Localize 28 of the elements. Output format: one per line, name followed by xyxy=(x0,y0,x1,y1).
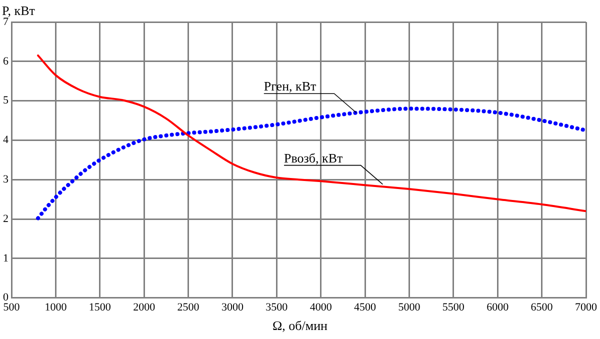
x-tick-label: 3000 xyxy=(221,301,244,314)
y-tick-label: 4 xyxy=(3,134,9,146)
y-tick-label: 3 xyxy=(3,173,9,186)
x-tick-label: 2000 xyxy=(133,301,156,314)
line-series xyxy=(36,106,586,220)
x-tick-label: 5500 xyxy=(442,301,465,314)
y-tick-label: 2 xyxy=(3,212,8,225)
x-tick-label: 1000 xyxy=(44,301,68,314)
x-tick-label: 4000 xyxy=(310,301,332,314)
x-tick-label: 500 xyxy=(3,301,20,314)
y-tick-label: 0 xyxy=(3,292,9,304)
y-tick-label: 7 xyxy=(3,16,9,28)
x-tick-label: 6000 xyxy=(486,301,510,314)
y-tick-label: 6 xyxy=(3,55,9,68)
x-tick-label: 7000 xyxy=(575,301,598,314)
y-axis-title: P, кВт xyxy=(2,3,35,18)
x-tick-label: 3500 xyxy=(266,301,288,314)
x-axis-title: Ω, об/мин xyxy=(271,318,329,334)
x-tick-label: 1500 xyxy=(88,301,112,314)
x-tick-label: 4500 xyxy=(354,301,377,314)
x-tick-label: 5000 xyxy=(398,301,421,314)
x-tick-label: 6500 xyxy=(530,301,554,314)
x-tick-label: 2500 xyxy=(177,301,200,314)
annotation: Pвозб, кВт xyxy=(284,150,344,166)
y-tick-label: 5 xyxy=(3,94,9,107)
y-tick-label: 1 xyxy=(3,252,8,264)
line-series xyxy=(37,54,586,212)
annotation: Pген, кВт xyxy=(264,78,317,94)
